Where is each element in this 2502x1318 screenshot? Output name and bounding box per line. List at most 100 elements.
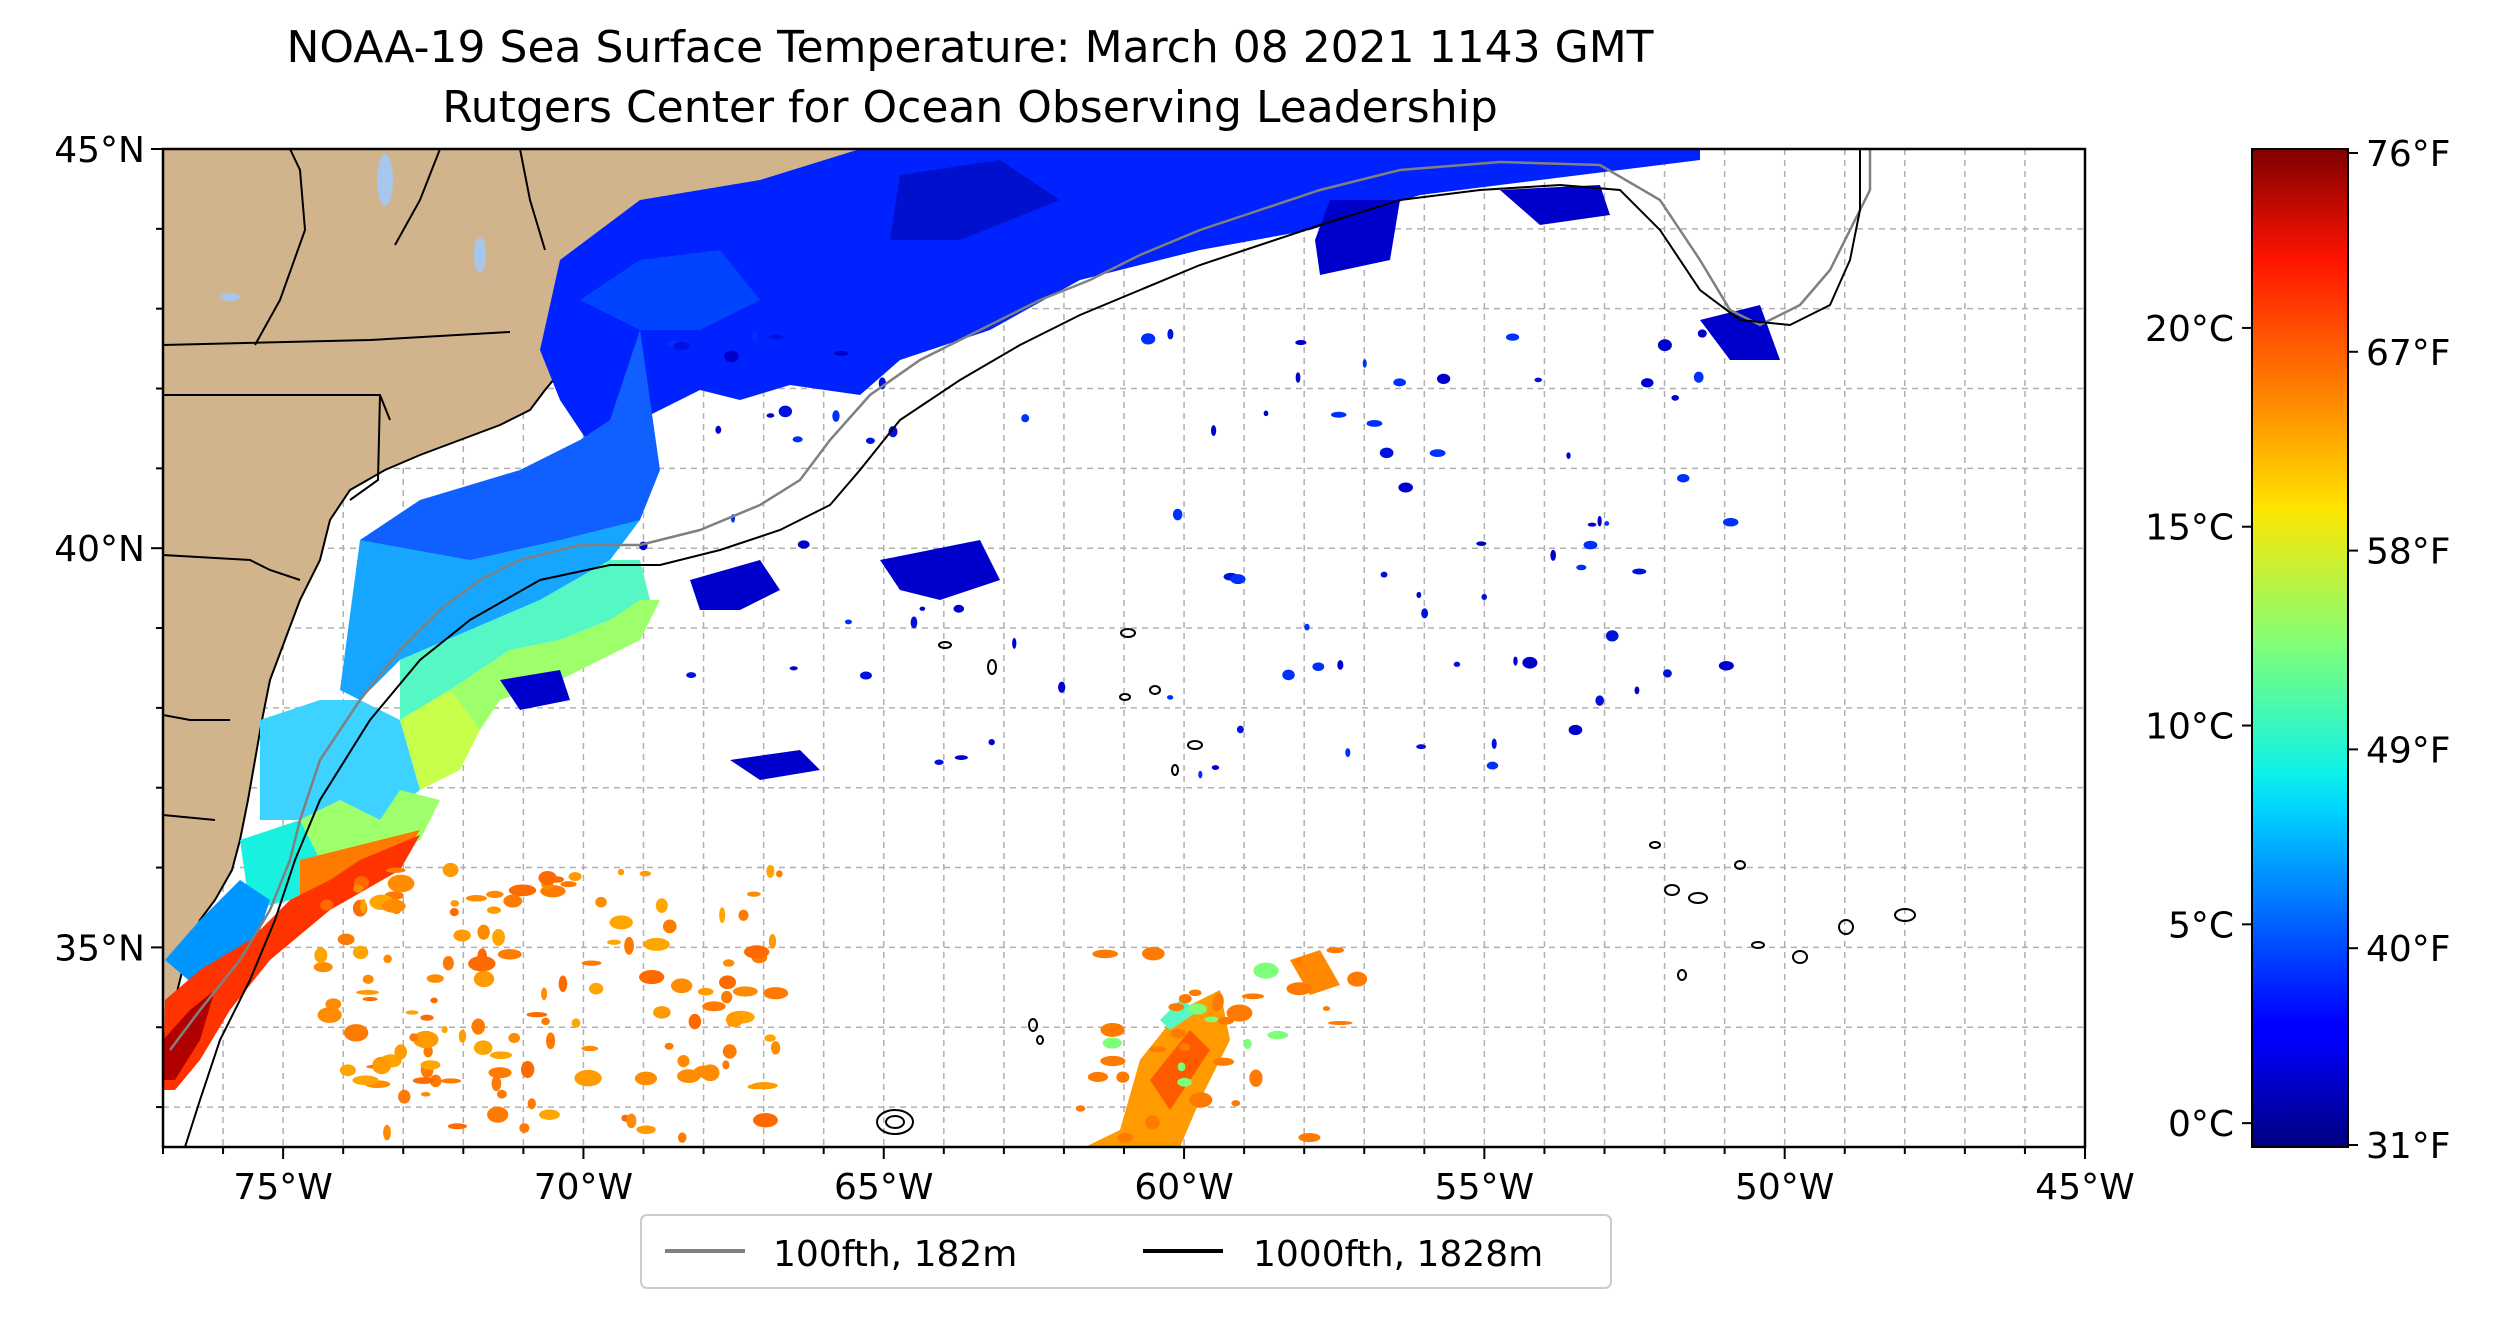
sst-patch [574, 1069, 602, 1087]
sst-patch [473, 970, 495, 988]
sst-patch [888, 426, 898, 438]
sst-patch [571, 1018, 581, 1028]
sst-patch [526, 1011, 548, 1018]
sst-patch [568, 872, 582, 882]
sst-patch [721, 990, 733, 1004]
sst-patch [636, 1125, 656, 1134]
sst-patch [1677, 474, 1690, 483]
sst-patch [1312, 662, 1325, 672]
sst-patch [1436, 373, 1451, 384]
sst-patch [1230, 574, 1246, 585]
sst-patch [420, 1060, 441, 1070]
sst-patch [1058, 681, 1066, 693]
sst-patch [1282, 669, 1295, 681]
colorbar-fahrenheit-label: 40°F [2366, 929, 2451, 970]
sst-patch [426, 974, 444, 983]
sst-patch [655, 898, 668, 913]
colorbar-celsius-label: 10°C [2145, 707, 2234, 748]
sst-patch [394, 1044, 407, 1060]
lon-tick-label: 65°W [834, 1167, 933, 1208]
sst-patch [1347, 971, 1368, 987]
sst-patch [743, 945, 770, 959]
sst-patch [1286, 982, 1313, 996]
lake [220, 293, 240, 301]
sst-patch [664, 1042, 674, 1050]
sst-patch [988, 738, 995, 746]
sst-patch [503, 894, 523, 908]
sst-patch [1217, 1016, 1235, 1025]
sst-patch [412, 1077, 435, 1085]
sst-patch [385, 867, 406, 873]
sst-patch [1170, 1028, 1186, 1039]
colorbar-ticks: 0°C 5°C 10°C 15°C 20°C 31°F 40°F 49°F 58°F 67°F 76… [2145, 134, 2450, 1167]
sst-patch [673, 341, 690, 351]
sst-patch [1595, 695, 1604, 706]
sst-patch [538, 870, 557, 885]
sst-patch [527, 1098, 536, 1110]
sst-patch [770, 1041, 781, 1055]
sst-patch [1100, 1023, 1125, 1037]
sst-patch [1102, 1037, 1122, 1049]
map-area [163, 149, 2085, 1147]
sst-patch [1327, 1020, 1353, 1025]
sst-patch [387, 874, 415, 893]
sst-patch [1145, 1115, 1160, 1130]
sst-patch [1671, 395, 1679, 401]
lon-tick-label: 55°W [1435, 1167, 1534, 1208]
sst-patch [539, 1109, 560, 1120]
sst-patch [722, 959, 735, 967]
sst-patch [763, 987, 789, 1000]
sst-patch [1166, 695, 1174, 700]
sst-patch [934, 759, 944, 765]
sst-patch [1295, 958, 1302, 966]
sst-patch [487, 1106, 509, 1123]
sst-patch [353, 884, 364, 893]
sst-patch [362, 974, 374, 985]
sst-patch [1177, 1077, 1192, 1087]
sst-patch [751, 1082, 778, 1090]
lake [474, 237, 486, 273]
map-axis-labels: 75°W 70°W 65°W 60°W 55°W 50°W 45°W 35°N 40°N 45°N [54, 130, 2134, 1208]
sst-patch [1322, 1006, 1331, 1011]
sst-patch [1117, 1133, 1133, 1143]
sst-patch [1304, 623, 1310, 631]
sst-patch [1231, 1100, 1241, 1107]
colorbar-celsius-label: 5°C [2168, 905, 2234, 946]
colorbar-celsius-label: 20°C [2145, 309, 2234, 350]
sst-patch [1172, 508, 1183, 521]
sst-patch [1491, 738, 1497, 749]
sst-patch [670, 978, 693, 994]
sst-patch [634, 1071, 658, 1086]
sst-patch [751, 332, 758, 343]
sst-patch [337, 933, 355, 946]
sst-patch [1657, 339, 1672, 352]
sst-patch [626, 1113, 637, 1129]
sst-patch [722, 1060, 730, 1070]
sst-patch [639, 870, 652, 877]
sst-patch [545, 1032, 556, 1050]
sst-patch [447, 1123, 467, 1130]
sst-patch [1416, 591, 1422, 599]
sst-patch [1298, 1132, 1321, 1143]
sst-patch [313, 962, 333, 973]
sst-patch [413, 1030, 439, 1049]
sst-patch [1116, 1071, 1130, 1083]
sst-patch [492, 928, 505, 946]
sst-patch [560, 881, 577, 888]
sst-patch [343, 1024, 369, 1042]
sst-patch [639, 970, 665, 985]
sst-patch [1550, 549, 1556, 561]
sst-patch [1167, 328, 1174, 340]
sst-patch [1142, 946, 1165, 961]
lon-tick-label: 60°W [1134, 1167, 1233, 1208]
isobath-1000fth [184, 149, 1861, 1147]
sst-patch [1576, 564, 1587, 571]
sst-patch [1583, 540, 1598, 550]
sst-patch [1087, 1071, 1109, 1083]
sst-patch [1393, 378, 1407, 387]
sst-patch [1513, 656, 1518, 666]
sst-patch [320, 899, 334, 911]
sst-patch [468, 955, 496, 972]
sst-patch [442, 956, 454, 971]
sst-patch [581, 1045, 599, 1052]
